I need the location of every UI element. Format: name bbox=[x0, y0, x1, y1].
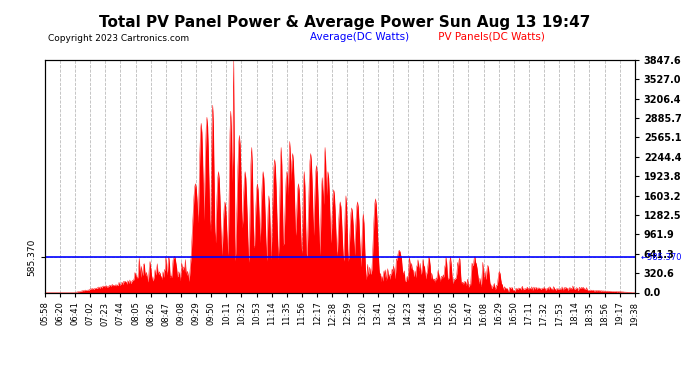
Text: ←585.370: ←585.370 bbox=[640, 253, 682, 262]
Text: Copyright 2023 Cartronics.com: Copyright 2023 Cartronics.com bbox=[48, 34, 190, 43]
Text: PV Panels(DC Watts): PV Panels(DC Watts) bbox=[435, 32, 544, 42]
Text: Average(DC Watts): Average(DC Watts) bbox=[310, 32, 410, 42]
Text: Total PV Panel Power & Average Power Sun Aug 13 19:47: Total PV Panel Power & Average Power Sun… bbox=[99, 15, 591, 30]
